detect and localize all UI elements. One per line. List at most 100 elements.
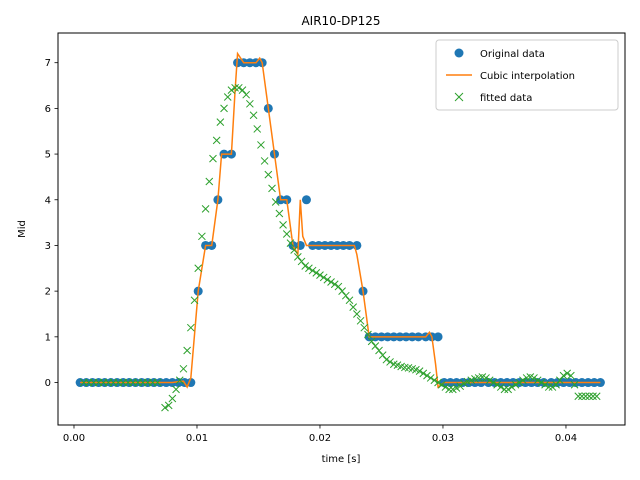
original-data-point — [174, 378, 184, 388]
x-tick-label: 0.02 — [309, 433, 331, 444]
fitted-data-point — [161, 403, 169, 412]
fitted-data-point — [212, 136, 221, 145]
fitted-data-point — [257, 141, 265, 149]
fitted-data-point — [341, 291, 350, 300]
fitted-data-point — [268, 184, 276, 193]
fitted-data-point — [555, 376, 564, 385]
fitted-data-point — [360, 323, 369, 332]
fitted-data-point — [316, 271, 324, 279]
fitted-data-point — [592, 392, 601, 401]
fitted-data-point — [323, 275, 332, 284]
fitted-data-point — [338, 287, 346, 295]
fitted-data-point — [485, 376, 494, 385]
fitted-data-point — [434, 378, 442, 387]
fitted-data-point — [482, 374, 490, 382]
chart-title: AIR10-DP125 — [301, 14, 380, 28]
fitted-data-point — [312, 269, 321, 277]
fitted-data-point — [570, 380, 579, 389]
fitted-data-point — [530, 374, 538, 382]
fitted-data-point — [548, 383, 557, 391]
fitted-data-point — [319, 273, 328, 282]
fitted-data-point — [426, 374, 435, 382]
original-data-point — [295, 240, 305, 250]
fitted-data-point — [260, 157, 269, 165]
fitted-data-point — [242, 90, 251, 99]
fitted-data-point — [334, 282, 343, 291]
y-axis-ticks: 0 1 2 3 4 5 6 7 — [45, 58, 58, 389]
fitted-data-point — [205, 177, 214, 186]
fitted-data-point — [220, 104, 228, 113]
plot-series — [75, 51, 605, 412]
fitted-data-point — [164, 401, 173, 410]
y-tick-label: 6 — [45, 104, 51, 115]
legend-label-cubic: Cubic interpolation — [480, 71, 575, 82]
original-data-point — [301, 195, 311, 205]
y-tick-label: 1 — [45, 332, 51, 343]
fitted-data-point — [415, 367, 424, 375]
fitted-data-point — [504, 385, 513, 394]
fitted-data-point — [589, 392, 597, 401]
fitted-data-point — [419, 369, 428, 378]
fitted-data-point — [183, 346, 191, 355]
fitted-data-point — [327, 278, 335, 286]
fitted-data-point — [537, 378, 546, 387]
legend-marker-original — [454, 48, 464, 58]
x-axis-ticks: 0.00 0.01 0.02 0.03 0.04 — [63, 425, 577, 444]
fitted-data-point — [201, 205, 210, 213]
fitted-data-point — [356, 316, 365, 325]
y-tick-label: 3 — [45, 241, 51, 252]
fitted-data-point — [271, 198, 280, 206]
fitted-data-point — [253, 125, 262, 133]
fitted-data-point — [190, 296, 199, 305]
fitted-data-point — [581, 392, 590, 401]
fitted-data-point — [198, 232, 206, 241]
fitted-data-point — [290, 246, 299, 254]
fitted-data-point — [489, 378, 498, 387]
fitted-data-point — [282, 230, 291, 238]
fitted-data-point — [297, 257, 306, 266]
fitted-data-point — [153, 378, 162, 387]
fitted-data-point — [279, 221, 287, 229]
fitted-data-point — [544, 383, 553, 391]
y-tick-label: 7 — [45, 58, 51, 69]
fitted-data-point — [445, 385, 453, 394]
fitted-data-point — [223, 93, 232, 101]
axes-frame — [57, 32, 626, 426]
fitted-data-point — [423, 371, 431, 380]
fitted-data-point — [507, 383, 516, 391]
fitted-data-point — [375, 346, 383, 355]
fitted-data-point — [500, 385, 509, 394]
y-tick-label: 5 — [45, 150, 51, 161]
fitted-data-point — [349, 303, 358, 311]
fitted-data-point — [168, 394, 177, 403]
fitted-data-point — [209, 154, 217, 163]
fitted-data-point — [496, 383, 505, 391]
fitted-data-point — [286, 239, 295, 248]
fitted-data-point — [367, 337, 376, 346]
fitted-data-point — [275, 209, 284, 218]
fitted-data-point — [437, 380, 446, 389]
x-axis-label: time [s] — [322, 454, 361, 465]
fitted-data-point — [559, 371, 568, 380]
fitted-data-point — [305, 264, 313, 273]
fitted-data-point — [301, 262, 310, 270]
fitted-data-point — [371, 342, 380, 350]
fitted-data-point — [186, 323, 195, 332]
fitted-data-point — [574, 392, 583, 401]
fitted-data-point — [515, 378, 524, 387]
original-data-point — [433, 332, 443, 342]
fitted-data-point — [179, 364, 188, 373]
fitted-data-point — [541, 380, 549, 389]
fitted-data-point — [293, 253, 302, 261]
fitted-data-point — [511, 380, 520, 389]
fitted-data-point — [246, 99, 254, 108]
fitted-data-point — [330, 280, 339, 289]
y-axis-label: Mid — [17, 220, 28, 238]
fitted-data-point — [308, 266, 317, 275]
fitted-data-point — [231, 83, 239, 92]
fitted-data-point — [216, 118, 225, 126]
fitted-data-point — [563, 369, 572, 378]
fitted-data-point — [452, 384, 461, 392]
series-fitted-data — [79, 83, 601, 412]
fitted-data-point — [264, 170, 273, 179]
